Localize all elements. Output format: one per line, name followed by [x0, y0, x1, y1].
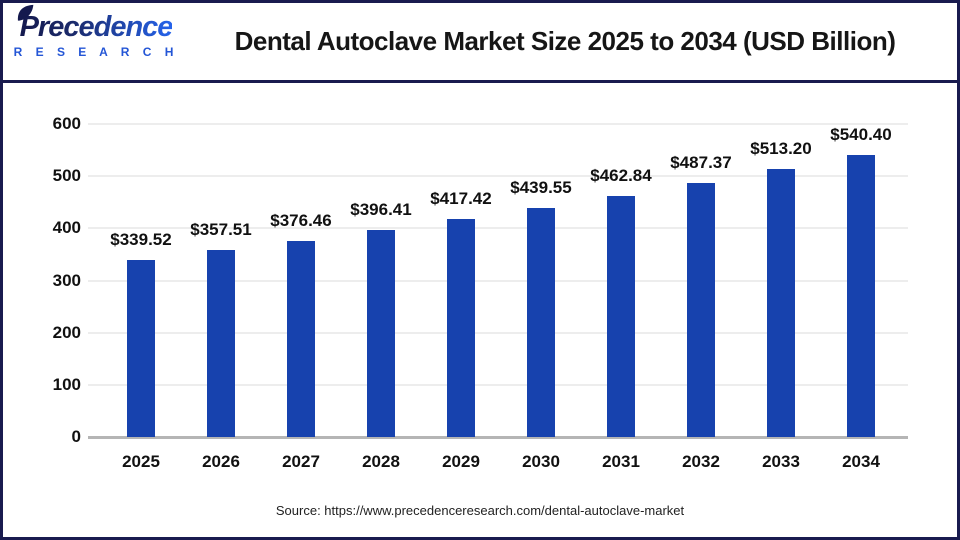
bar-2033: [767, 169, 795, 437]
bar-value-label: $396.41: [350, 200, 412, 220]
x-tick-label: 2026: [202, 452, 240, 471]
logo-brand-label: Precedence: [19, 11, 173, 43]
bar-value-label: $339.52: [110, 229, 172, 249]
bar-2030: [527, 207, 555, 437]
x-axis-baseline: [88, 436, 908, 439]
y-tick-label: 500: [52, 166, 81, 186]
gridline: [88, 175, 908, 178]
bar-2029: [447, 219, 475, 437]
precedence-logo: Precedence R E S E A R C H: [14, 4, 173, 58]
bar-2032: [687, 182, 715, 437]
bar-value-label: $462.84: [590, 165, 652, 185]
logo-sub-label: R E S E A R C H: [13, 45, 179, 59]
bar-value-label: $439.55: [510, 177, 572, 197]
y-tick-label: 200: [52, 322, 81, 342]
bar-2031: [607, 195, 635, 437]
gridline: [88, 383, 908, 386]
bar-value-label: $513.20: [750, 139, 812, 159]
x-tick-label: 2031: [602, 452, 640, 471]
bar-2026: [207, 250, 235, 437]
bar-value-label: $357.51: [190, 220, 252, 240]
bar-value-label: $487.37: [670, 152, 732, 172]
logo-brand-text: Precedence: [17, 4, 173, 43]
x-tick-label: 2029: [442, 452, 480, 471]
plot-area: Source: https://www.precedenceresearch.c…: [3, 83, 957, 534]
gridline: [88, 227, 908, 230]
x-tick-label: 2030: [522, 452, 560, 471]
bar-value-label: $540.40: [830, 125, 892, 145]
bar-2025: [127, 259, 155, 437]
x-tick-label: 2028: [362, 452, 400, 471]
chart-title: Dental Autoclave Market Size 2025 to 203…: [234, 26, 896, 56]
x-tick-label: 2033: [762, 452, 800, 471]
gridline: [88, 279, 908, 282]
x-tick-label: 2034: [842, 452, 880, 471]
header: Precedence R E S E A R C H Dental Autocl…: [3, 3, 957, 83]
y-tick-label: 400: [52, 218, 81, 238]
x-tick-label: 2027: [282, 452, 320, 471]
bar-value-label: $376.46: [270, 210, 332, 230]
gridline: [88, 123, 908, 125]
bar-2034: [847, 155, 875, 437]
gridline: [88, 331, 908, 334]
source-note: Source: https://www.precedenceresearch.c…: [275, 503, 685, 518]
y-tick-label: 0: [71, 427, 81, 446]
leaf-icon: [17, 4, 33, 21]
x-tick-label: 2025: [122, 452, 160, 471]
bar-2028: [367, 230, 395, 437]
x-tick-label: 2032: [682, 452, 720, 471]
y-tick-label: 100: [52, 374, 81, 394]
bar-2027: [287, 240, 315, 437]
y-tick-label: 300: [52, 270, 81, 290]
bar-value-label: $417.42: [430, 189, 492, 209]
y-tick-label: 600: [52, 114, 81, 133]
